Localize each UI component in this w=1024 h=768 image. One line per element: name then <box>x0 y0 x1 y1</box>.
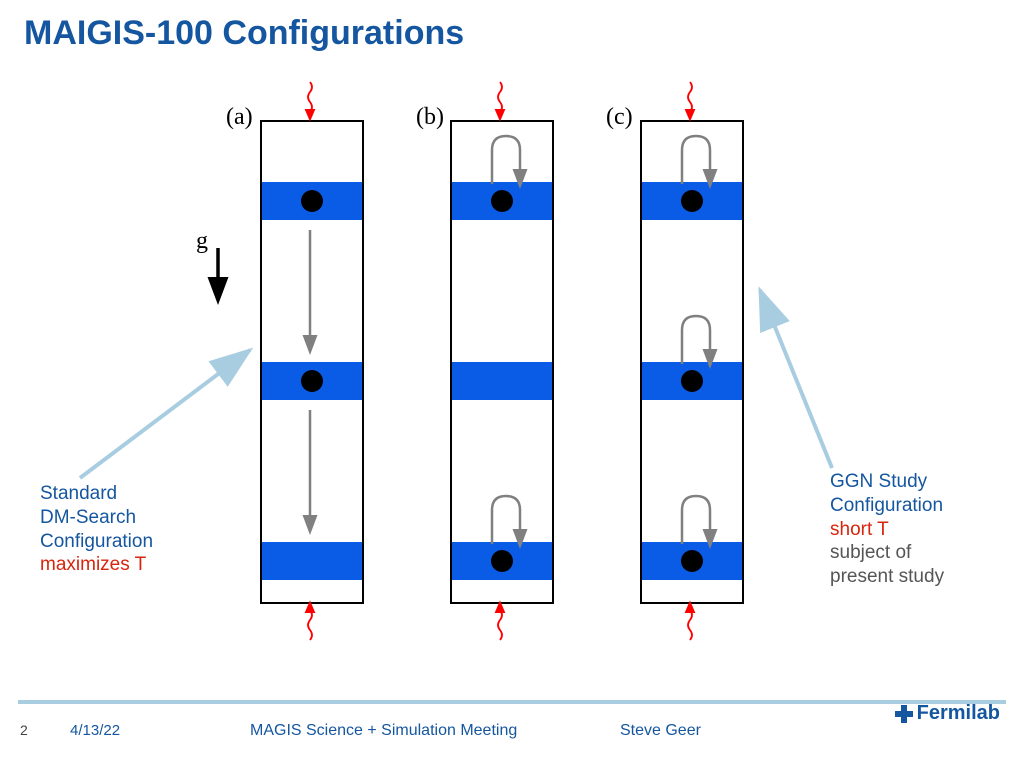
column-c: (c) <box>640 120 744 604</box>
footer-line <box>18 700 1006 704</box>
page-number: 2 <box>20 722 28 738</box>
atom-dot <box>681 370 703 392</box>
anno-line: subject of <box>830 542 911 563</box>
anno-line: Standard <box>40 483 117 504</box>
left-annotation: Standard DM-Search Configuration maximiz… <box>40 482 153 577</box>
anno-line: maximizes T <box>40 554 146 575</box>
column-a-label: (a) <box>226 104 253 131</box>
atom-dot <box>301 370 323 392</box>
footer-date: 4/13/22 <box>70 722 120 739</box>
atom-dot <box>301 190 323 212</box>
footer-author: Steve Geer <box>620 722 701 740</box>
right-annotation: GGN Study Configuration short T subject … <box>830 470 944 589</box>
column-a: (a) <box>260 120 364 604</box>
footer-meeting: MAGIS Science + Simulation Meeting <box>250 722 517 740</box>
column-b-band <box>452 362 552 400</box>
atom-dot <box>491 550 513 572</box>
column-b: (b) <box>450 120 554 604</box>
atom-dot <box>491 190 513 212</box>
anno-line: Configuration <box>40 531 153 552</box>
slide: MAIGIS-100 Configurations g (a) (b) (c) … <box>0 0 1024 768</box>
anno-line: GGN Study <box>830 471 927 492</box>
column-a-band <box>262 542 362 580</box>
atom-dot <box>681 190 703 212</box>
column-b-label: (b) <box>416 104 444 131</box>
slide-title: MAIGIS-100 Configurations <box>24 14 464 53</box>
column-c-label: (c) <box>606 104 633 131</box>
anno-line: DM-Search <box>40 507 136 528</box>
anno-line: short T <box>830 519 889 540</box>
fermilab-logo: Fermilab <box>895 702 1000 725</box>
logo-text: Fermilab <box>917 702 1000 725</box>
fermilab-icon <box>895 705 913 723</box>
atom-dot <box>681 550 703 572</box>
anno-line: Configuration <box>830 495 943 516</box>
anno-line: present study <box>830 566 944 587</box>
gravity-label: g <box>196 228 208 255</box>
